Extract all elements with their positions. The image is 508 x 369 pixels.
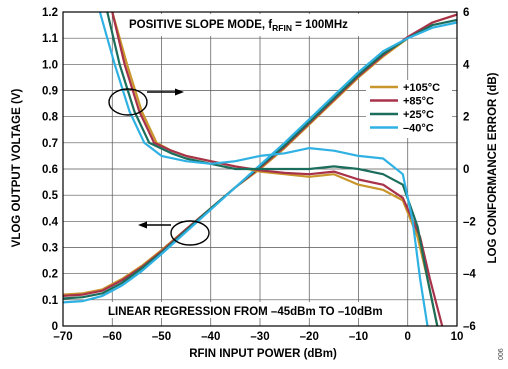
- y-tick-label: 0.9: [42, 86, 58, 98]
- x-tick-label: –60: [103, 331, 122, 343]
- x-tick-label: –40: [201, 331, 220, 343]
- legend-label: +105°C: [403, 82, 440, 94]
- y-tick-label: 1.0: [42, 59, 58, 71]
- chart-title-subscript: RFIN: [272, 23, 292, 33]
- y-tick-label: 1.1: [42, 33, 59, 45]
- error-series-line: [98, 11, 429, 327]
- y-tick-label: 0.7: [42, 138, 58, 150]
- x-tick-label: –30: [250, 331, 269, 343]
- y2-tick-label: –4: [463, 269, 476, 281]
- y2-tick-label: 2: [463, 112, 469, 124]
- error-series-line: [111, 11, 444, 327]
- x-axis-title: RFIN INPUT POWER (dBm): [189, 348, 337, 360]
- x-tick-label: –70: [53, 331, 72, 343]
- regression-annotation: LINEAR REGRESSION FROM –45dBm TO –10dBm: [108, 306, 383, 318]
- y-tick-label: 0.3: [42, 243, 58, 255]
- y-tick-label: 0.2: [42, 269, 58, 281]
- y-tick-label: 1.2: [42, 7, 58, 19]
- y2-tick-label: 4: [463, 59, 470, 71]
- y2-tick-label: –6: [463, 321, 476, 333]
- x-tick-labels: –70 –60 –50 –40 –30 –20 –10 0 10: [53, 331, 463, 343]
- y-axis-title: VLOG OUTPUT VOLTAGE (V): [11, 89, 23, 248]
- x-tick-label: –20: [300, 331, 319, 343]
- y-tick-label: 0.5: [42, 190, 59, 202]
- title-background: [125, 14, 393, 36]
- chart-title: POSITIVE SLOPE MODE, fRFIN = 100MHz: [129, 19, 348, 33]
- y-tick-labels: 0 0.1 0.2 0.3 0.4 0.5 0.6 0.7 0.8 0.9 1.0 1.1 1.2: [42, 7, 59, 333]
- y2-tick-label: 6: [463, 7, 469, 19]
- right-axis-callout: [108, 88, 184, 116]
- series-lines: [62, 11, 458, 327]
- left-axis-callout: [138, 220, 210, 246]
- legend-label: +85°C: [403, 96, 434, 108]
- figure-id: 006: [498, 348, 505, 360]
- x-tick-label: 0: [405, 331, 411, 343]
- legend: +105°C +85°C+25°C –40°C: [366, 80, 452, 138]
- error-series-line: [106, 11, 439, 327]
- y2-axis-title: LOG CONFORMANCE ERROR (dB): [487, 72, 499, 263]
- y2-tick-label: –2: [463, 216, 476, 228]
- y-tick-label: 0.4: [42, 216, 59, 228]
- y2-tick-labels: –6 –4 –2 0 2 4 6: [463, 7, 476, 333]
- y2-tick-label: 0: [463, 164, 469, 176]
- vlog-series-line: [62, 21, 458, 304]
- y-tick-label: 0.6: [42, 164, 58, 176]
- x-tick-label: 10: [451, 331, 464, 343]
- y-tick-label: 0: [52, 321, 58, 333]
- legend-label: +25°C: [403, 109, 434, 121]
- y-tick-label: 0.1: [42, 295, 59, 307]
- y-tick-label: 0.8: [42, 112, 59, 124]
- annotation-background: [104, 302, 400, 318]
- x-tick-label: –50: [152, 331, 171, 343]
- error-series-line: [111, 11, 439, 327]
- chart-title-suffix: = 100MHz: [292, 19, 348, 31]
- plot-frame: [62, 11, 458, 327]
- x-tick-label: –10: [349, 331, 368, 343]
- legend-label: –40°C: [403, 123, 434, 135]
